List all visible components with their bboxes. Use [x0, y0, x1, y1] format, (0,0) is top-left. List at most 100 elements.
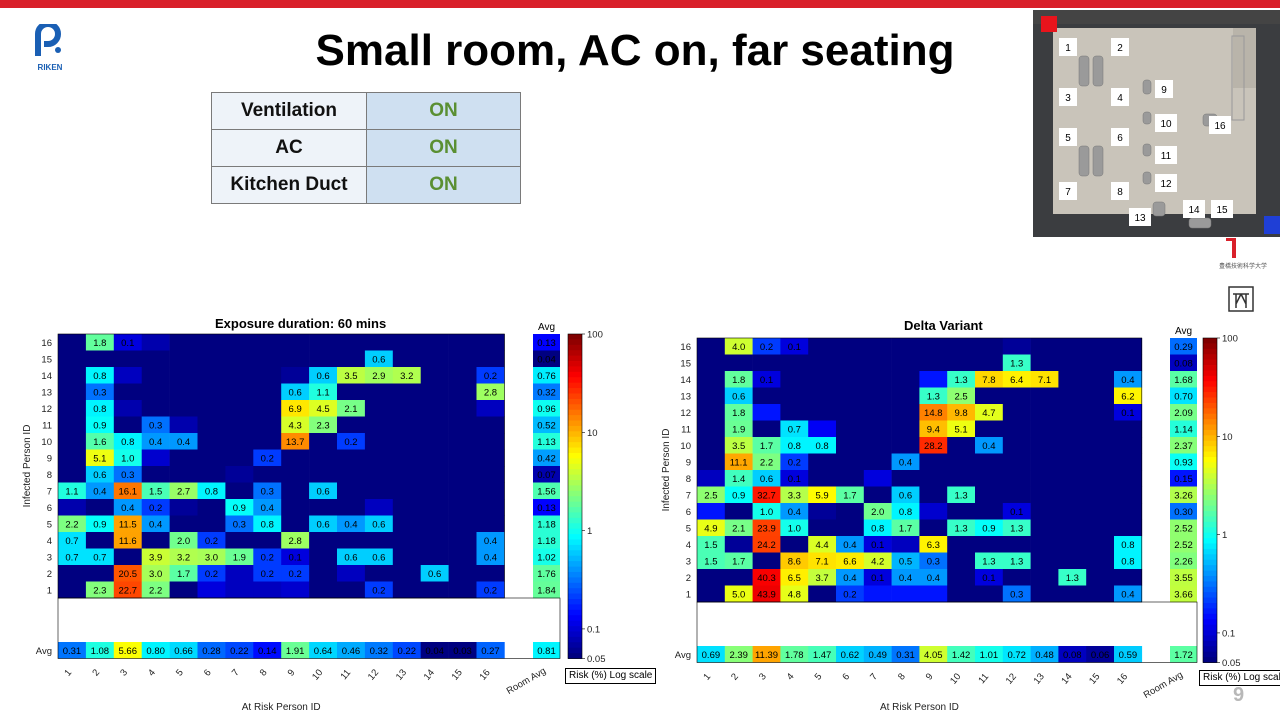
cell-label: 13.7 — [286, 437, 305, 448]
heatmap-cell — [476, 565, 505, 582]
heatmap-cell — [836, 503, 865, 520]
colorbar-segment — [1203, 440, 1217, 447]
cell-label: 0.1 — [982, 573, 995, 584]
heatmap-cell — [225, 350, 254, 368]
heatmap-cell — [947, 354, 976, 372]
heatmap-cell — [919, 519, 948, 537]
seat-label: 8 — [1117, 187, 1123, 198]
heatmap-cell — [364, 350, 394, 368]
seat-label-box — [1059, 128, 1077, 146]
col-avg-label: 1.78 — [785, 650, 804, 661]
avg-area-frame — [57, 597, 561, 659]
heatmap-cell — [392, 383, 421, 401]
row-avg-cell — [533, 532, 560, 549]
row-avg-label: 0.30 — [1174, 507, 1193, 518]
heatmap-cell — [85, 350, 115, 368]
cell-label: 1.7 — [732, 556, 745, 567]
heatmap-cell — [724, 536, 753, 553]
cell-label: 0.4 — [899, 457, 912, 468]
y-tick-label: 6 — [686, 507, 691, 518]
cell-label: 3.3 — [788, 490, 801, 501]
colorbar-segment — [568, 485, 582, 492]
col-avg-cell — [225, 642, 254, 659]
cell-label: 3.9 — [149, 552, 162, 563]
heatmap-cell — [891, 503, 920, 520]
heatmap-cell — [1058, 552, 1087, 570]
cell-label: 16.1 — [119, 486, 138, 497]
heatmap-cell — [364, 581, 394, 599]
heatmap-cell — [947, 387, 976, 405]
heatmap-cell — [724, 437, 753, 454]
cell-label: 0.1 — [760, 375, 773, 386]
heatmap-cell — [1058, 437, 1087, 454]
cell-label: 1.7 — [177, 569, 190, 580]
y-tick-label: 16 — [41, 338, 52, 349]
heatmap-cell — [253, 350, 282, 368]
heatmap-cell — [891, 569, 920, 586]
heatmap-cell — [309, 499, 338, 516]
heatmap-cell — [975, 354, 1004, 372]
row-avg-cell — [533, 334, 560, 351]
heatmap-cell — [836, 453, 865, 471]
cell-label: 8.6 — [788, 556, 801, 567]
x-tick-label: 1 — [62, 667, 74, 678]
heatmap-cell — [169, 466, 198, 483]
seat-label-box — [1111, 128, 1129, 146]
heatmap-cell — [448, 334, 477, 351]
colorbar-segment — [568, 420, 582, 427]
col-avg-cell — [113, 642, 142, 659]
heatmap-cell — [1002, 569, 1031, 586]
colorbar-segment — [568, 544, 582, 551]
col-avg-cell — [724, 646, 753, 663]
colorbar-segment — [1203, 586, 1217, 593]
heatmap-cell — [169, 482, 198, 500]
col-avg-cell — [337, 642, 366, 659]
colorbar-tick-label: 0.05 — [1222, 658, 1241, 669]
heatmap-cell — [309, 466, 338, 483]
heatmap-cell — [253, 482, 282, 500]
cell-label: 0.6 — [316, 519, 329, 530]
row-avg-cell — [533, 350, 560, 368]
col-avg-label: 0.04 — [425, 646, 444, 657]
heatmap-cell — [919, 503, 948, 520]
y-tick-label: 9 — [47, 453, 52, 464]
heatmap-cell — [752, 569, 781, 586]
col-avg-label: 0.62 — [841, 650, 860, 661]
col-avg-label: 0.31 — [896, 650, 915, 661]
heatmap-cell — [420, 548, 449, 566]
room-avg-label: 0.81 — [537, 646, 556, 657]
heatmap-cell — [141, 515, 170, 533]
heatmap-cell — [225, 482, 254, 500]
heatmap-cell — [919, 387, 948, 405]
heatmap-cell — [420, 565, 449, 582]
colorbar-segment — [568, 507, 582, 513]
heatmap-cell — [863, 585, 892, 603]
heatmap-cell — [836, 585, 865, 603]
x-tick-label: 11 — [338, 667, 353, 682]
heatmap-cell — [364, 532, 394, 549]
cell-label: 0.9 — [93, 420, 106, 431]
colorbar-segment — [1203, 570, 1217, 577]
row-avg-cell — [1170, 453, 1197, 471]
heatmap-cell — [1058, 519, 1087, 537]
colorbar-segment — [1203, 624, 1217, 631]
col-avg-label: 0.59 — [1119, 650, 1138, 661]
colorbar-segment — [568, 415, 582, 421]
heatmap-cell — [85, 565, 115, 582]
cell-label: 11.5 — [119, 519, 137, 530]
heatmap-cell — [253, 334, 282, 351]
heatmap-cell — [169, 581, 198, 599]
heatmap-cell — [85, 433, 115, 450]
colorbar-segment — [1203, 348, 1217, 355]
row-avg-label: 1.76 — [537, 569, 556, 580]
heatmap-cell — [225, 581, 254, 599]
cell-label: 1.0 — [121, 453, 134, 464]
cell-label: 2.1 — [732, 523, 745, 534]
x-tick-label: 9 — [924, 671, 936, 682]
heatmap-cell — [337, 400, 366, 417]
cell-label: 0.3 — [1010, 589, 1023, 600]
heatmap-cell — [448, 532, 477, 549]
heatmap-cell — [85, 416, 115, 434]
heatmap-cell — [476, 433, 505, 450]
